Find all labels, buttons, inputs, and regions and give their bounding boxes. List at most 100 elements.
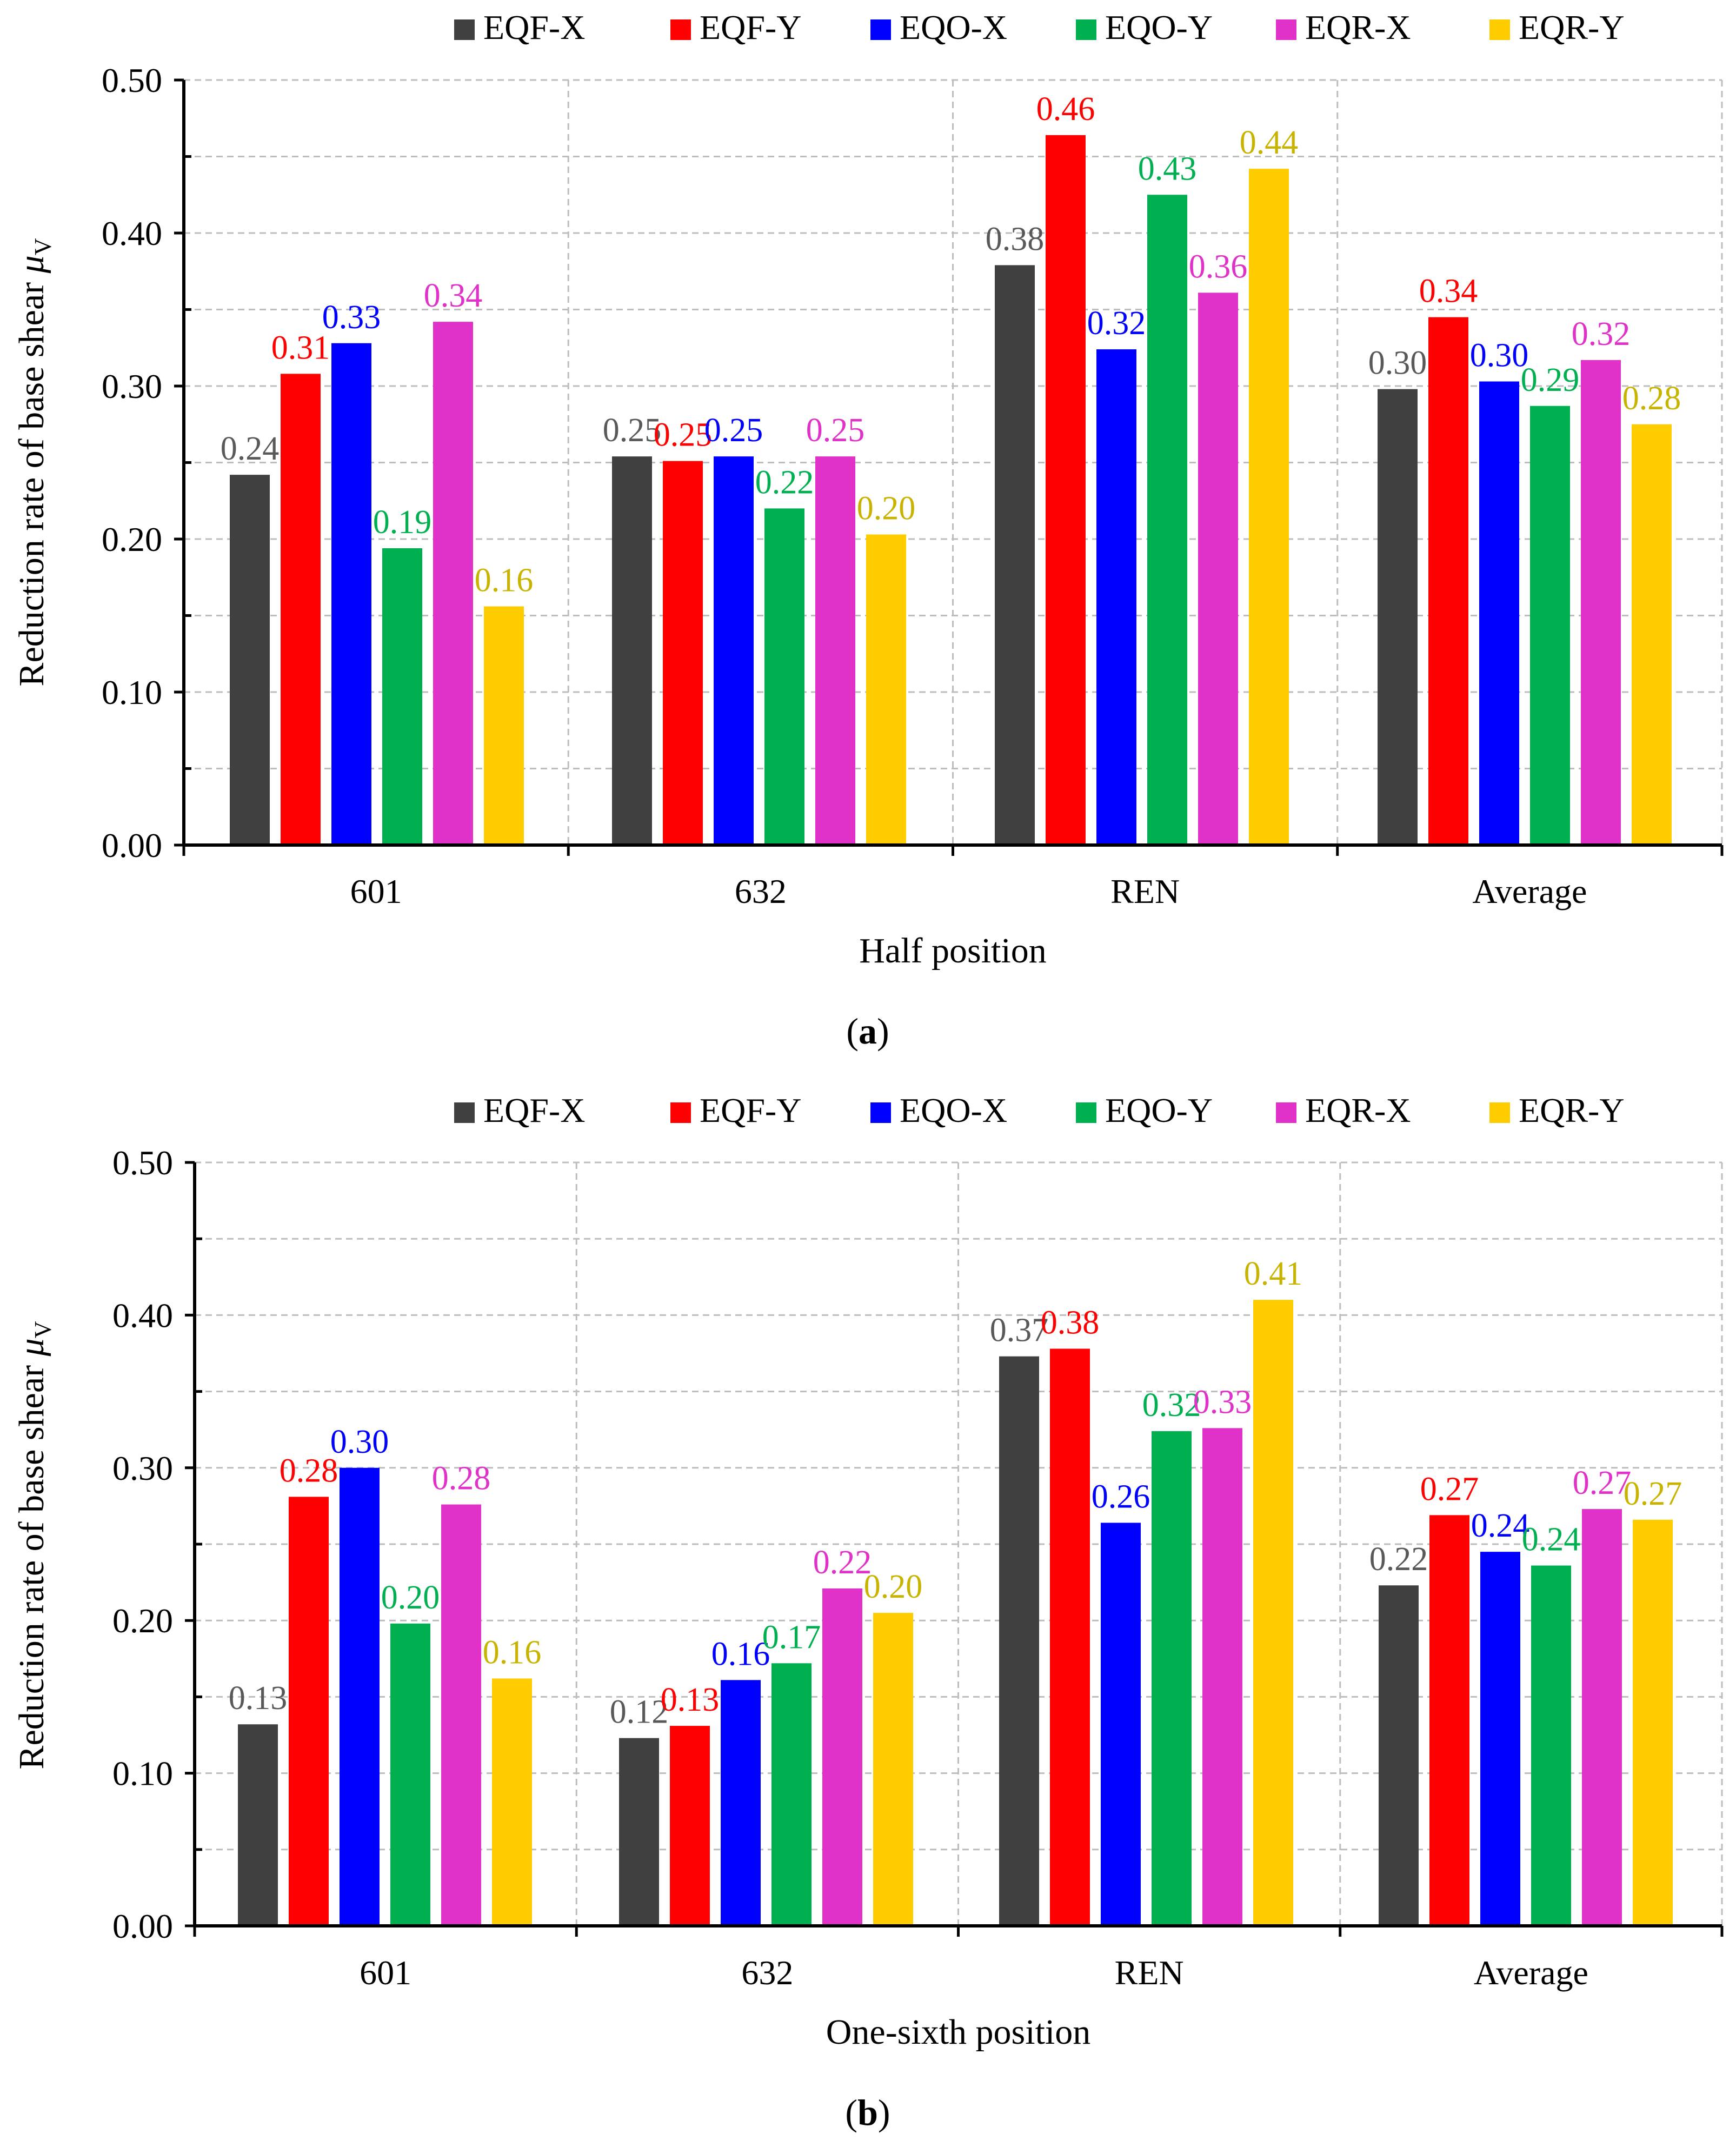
data-label: 0.22: [1369, 1541, 1428, 1578]
bar-eqr-y-601: [492, 1678, 532, 1926]
bar-eqr-y-average: [1632, 424, 1672, 845]
bar-eqo-x-average: [1479, 381, 1519, 845]
x-tick-label: 601: [350, 872, 402, 910]
bar-eqr-x-601: [433, 322, 473, 845]
bar-eqf-x-average: [1379, 1585, 1419, 1926]
data-label: 0.34: [424, 277, 483, 314]
legend-label: EQR-X: [1305, 8, 1411, 46]
data-label: 0.25: [806, 412, 865, 449]
data-label: 0.38: [986, 221, 1045, 257]
bar-eqo-y-632: [771, 1663, 812, 1926]
bar-eqr-y-632: [866, 534, 906, 845]
data-label: 0.32: [1087, 305, 1146, 342]
panel-label: (b): [845, 2092, 890, 2133]
legend-swatch-eqf-x: [454, 1102, 475, 1123]
legend-label: EQF-X: [483, 1091, 585, 1129]
y-tick-label: 0.30: [112, 1449, 173, 1487]
y-tick-label: 0.20: [112, 1601, 173, 1640]
data-label: 0.36: [1189, 248, 1248, 285]
y-tick-label: 0.50: [102, 61, 162, 99]
data-label: 0.20: [857, 490, 916, 527]
data-label: 0.20: [381, 1579, 440, 1616]
bar-eqo-y-average: [1530, 406, 1570, 845]
data-label: 0.43: [1138, 150, 1197, 187]
data-label: 0.16: [711, 1636, 770, 1672]
data-label: 0.27: [1420, 1471, 1479, 1507]
data-label: 0.28: [280, 1452, 338, 1489]
chart-panel-b: 0.13 0.120.370.220.280.130.380.270.300.16…: [12, 1091, 1724, 2133]
x-tick-label: Average: [1474, 1953, 1588, 1992]
bar-eqo-y-average: [1531, 1565, 1571, 1926]
y-tick-label: 0.40: [102, 214, 162, 252]
bar-eqo-y-601: [390, 1623, 430, 1926]
data-label: 0.25: [654, 417, 713, 454]
bar-eqo-x-632: [714, 456, 754, 845]
bar-eqo-x-601: [331, 343, 371, 845]
bar-eqo-x-601: [340, 1467, 380, 1926]
data-label: 0.33: [322, 299, 381, 336]
data-label: 0.22: [755, 464, 814, 501]
data-label: 0.33: [1193, 1384, 1252, 1420]
legend-swatch-eqo-x: [870, 19, 891, 40]
legend-swatch-eqo-y: [1076, 19, 1096, 40]
y-tick-label: 0.20: [102, 520, 162, 559]
legend-swatch-eqf-y: [670, 19, 691, 40]
legend-label: EQO-Y: [1105, 1091, 1213, 1129]
y-axis-title: Reduction rate of base shear μV: [12, 1321, 56, 1769]
bar-eqr-x-ren: [1202, 1428, 1242, 1926]
bar-eqf-x-ren: [995, 265, 1035, 846]
y-tick-label: 0.10: [112, 1754, 173, 1793]
legend-label: EQO-Y: [1105, 8, 1213, 46]
legend-label: EQO-X: [900, 8, 1007, 46]
bar-eqo-x-632: [721, 1680, 761, 1926]
data-label: 0.20: [864, 1568, 923, 1605]
data-label: 0.30: [1368, 345, 1427, 382]
data-label: 0.22: [813, 1544, 872, 1581]
data-label: 0.25: [704, 412, 763, 449]
x-tick-label: 632: [741, 1953, 793, 1992]
legend-swatch-eqo-y: [1076, 1102, 1096, 1123]
data-label: 0.26: [1092, 1478, 1150, 1515]
data-label: 0.29: [1521, 362, 1580, 398]
bar-eqf-y-ren: [1050, 1348, 1090, 1926]
data-label: 0.37: [990, 1312, 1049, 1349]
bar-eqo-x-average: [1480, 1552, 1520, 1926]
bar-eqf-x-601: [230, 475, 270, 845]
bar-eqf-y-601: [289, 1497, 329, 1926]
data-label: 0.27: [1573, 1465, 1632, 1501]
panel-label: (a): [846, 1011, 889, 1052]
data-label: 0.16: [475, 562, 534, 599]
legend-swatch-eqf-x: [454, 19, 475, 40]
bar-eqr-y-601: [484, 606, 524, 845]
bar-eqf-y-average: [1429, 1515, 1469, 1926]
bar-eqf-y-632: [670, 1726, 710, 1926]
bar-eqr-y-ren: [1253, 1300, 1293, 1926]
bar-eqo-y-ren: [1147, 195, 1187, 845]
data-label: 0.31: [271, 329, 330, 366]
data-label: 0.38: [1041, 1305, 1100, 1341]
legend-swatch-eqr-x: [1276, 19, 1296, 40]
bar-eqf-x-601: [238, 1724, 278, 1926]
bar-eqf-y-ren: [1046, 135, 1086, 845]
data-label: 0.24: [1471, 1507, 1530, 1544]
bar-eqo-y-ren: [1152, 1431, 1192, 1926]
data-label: 0.13: [229, 1680, 288, 1717]
y-tick-label: 0.00: [102, 826, 162, 865]
x-axis-title: One-sixth position: [826, 2012, 1091, 2052]
data-label: 0.44: [1240, 124, 1299, 161]
bar-eqr-y-632: [873, 1613, 913, 1926]
bar-eqf-x-632: [619, 1738, 659, 1926]
data-label: 0.28: [1622, 380, 1681, 417]
legend-label: EQR-Y: [1519, 8, 1625, 46]
bar-eqr-y-average: [1633, 1519, 1673, 1926]
bar-eqr-x-601: [441, 1504, 481, 1926]
data-label: 0.12: [610, 1694, 669, 1731]
y-tick-label: 0.00: [112, 1907, 173, 1945]
legend-label: EQR-Y: [1519, 1091, 1625, 1129]
legend-swatch-eqr-x: [1276, 1102, 1296, 1123]
x-tick-label: Average: [1472, 872, 1587, 910]
bar-eqf-y-average: [1428, 317, 1468, 845]
bar-eqr-x-ren: [1198, 293, 1238, 845]
bar-eqo-y-601: [382, 548, 422, 845]
